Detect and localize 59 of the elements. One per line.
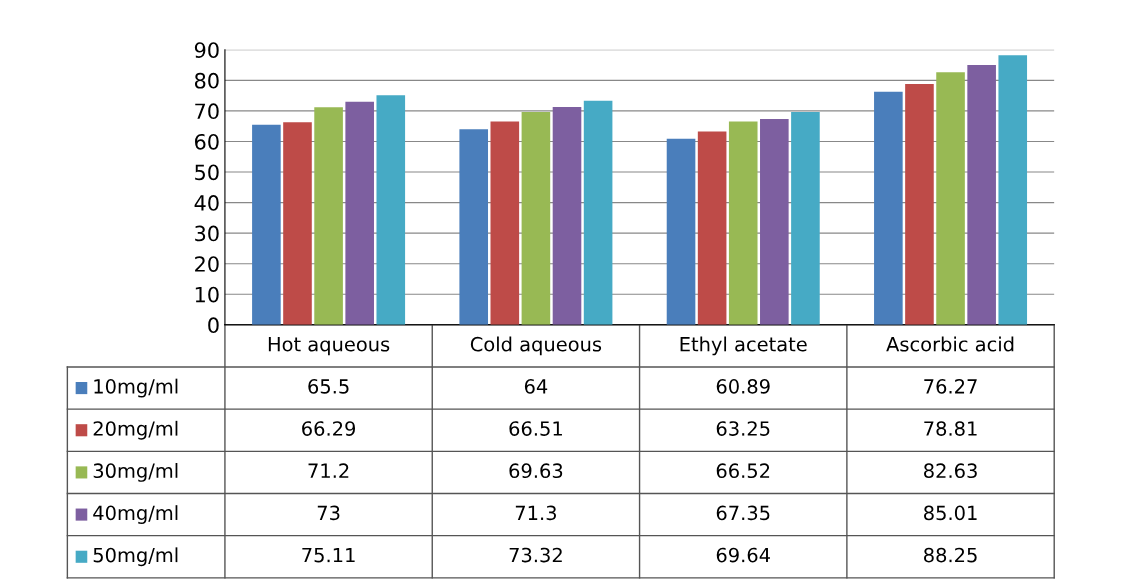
- bar: [252, 124, 281, 325]
- data-label: 73.32: [509, 547, 562, 563]
- bar: [697, 131, 727, 325]
- y-tick-label: 90: [194, 42, 219, 59]
- data-label: 66.51: [509, 421, 562, 436]
- x-tick-label: Hot aqueous: [268, 337, 390, 356]
- data-label: 71.3: [515, 505, 556, 521]
- x-tick-label: Ascorbic acid: [886, 336, 1014, 352]
- bar: [314, 107, 343, 325]
- y-tick-label: 30: [195, 225, 219, 242]
- x-tick-label: Ethyl acetate: [680, 336, 807, 356]
- data-label: 88.25: [924, 547, 977, 563]
- data-label: 73: [317, 505, 340, 521]
- data-label: 65.5: [308, 379, 349, 394]
- bar: [345, 101, 374, 325]
- y-tick-label: 80: [194, 72, 219, 89]
- bar: [666, 138, 696, 325]
- bar: [967, 65, 996, 325]
- y-tick-label: 20: [195, 256, 219, 272]
- data-label: 63.25: [716, 421, 770, 436]
- data-label: 82.63: [924, 463, 977, 479]
- data-label: 66.29: [302, 421, 356, 436]
- data-label: 75.11: [302, 547, 355, 563]
- bar: [998, 55, 1028, 325]
- data-label: 78.81: [924, 421, 977, 436]
- bar: [936, 72, 965, 325]
- y-tick-label: 10: [195, 286, 219, 303]
- bar: [583, 100, 613, 325]
- bar: [376, 95, 406, 325]
- y-tick-label: 50: [195, 164, 219, 181]
- legend-label: 20mg/ml: [93, 420, 178, 440]
- bar: [728, 121, 758, 325]
- data-label: 64: [524, 379, 548, 394]
- data-label: 76.27: [924, 379, 977, 394]
- bar: [521, 112, 551, 325]
- bar: [283, 122, 312, 325]
- bar: [552, 106, 582, 325]
- legend-label: 40mg/ml: [93, 505, 178, 524]
- bar: [459, 129, 489, 325]
- y-tick-label: 0: [208, 317, 219, 334]
- y-tick-label: 40: [194, 195, 219, 211]
- y-tick-label: 60: [195, 133, 219, 150]
- legend-label: 10mg/ml: [94, 378, 178, 398]
- x-tick-label: Cold aqueous: [470, 336, 602, 356]
- bar: [874, 91, 903, 325]
- bar: [760, 119, 789, 325]
- y-tick-label: 70: [195, 103, 219, 120]
- legend-label: 50mg/ml: [93, 547, 178, 567]
- data-label: 66.52: [716, 463, 770, 479]
- bar: [905, 83, 934, 325]
- bar: [791, 112, 820, 325]
- data-label: 85.01: [924, 505, 977, 521]
- data-label: 60.89: [716, 379, 770, 394]
- data-label: 71.2: [308, 463, 349, 478]
- bar: [490, 121, 520, 325]
- data-label: 69.64: [716, 547, 770, 563]
- data-label: 69.63: [509, 463, 563, 479]
- legend-label: 30mg/ml: [93, 463, 178, 482]
- data-label: 67.35: [716, 505, 770, 521]
